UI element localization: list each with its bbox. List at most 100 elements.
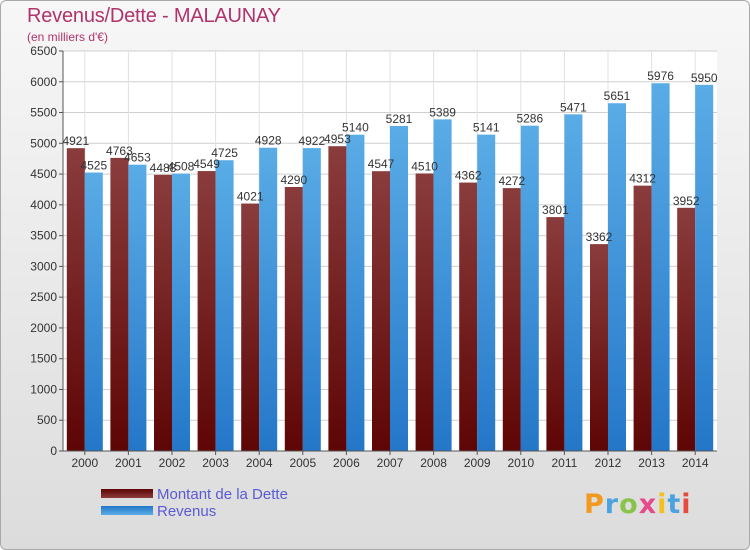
data-label-revenue-2003: 4725 <box>211 146 238 160</box>
bar-revenue-2003 <box>215 160 234 451</box>
x-tick-label-2009: 2009 <box>464 456 491 470</box>
x-tick-label-2007: 2007 <box>377 456 404 470</box>
legend-label-revenue: Revenus <box>157 503 217 520</box>
bar-debt-2003 <box>197 171 216 452</box>
logo-letter: o <box>619 489 639 520</box>
y-tick-label: 500 <box>37 413 57 427</box>
chart-title: Revenus/Dette - MALAUNAY <box>27 5 281 27</box>
data-label-debt-2012: 3362 <box>586 230 613 244</box>
data-label-debt-2013: 4312 <box>629 172 656 186</box>
x-tick-label-2013: 2013 <box>638 456 665 470</box>
bar-debt-2008 <box>415 173 434 451</box>
bar-debt-2004 <box>241 203 260 451</box>
bar-revenue-2004 <box>259 147 278 451</box>
bar-revenue-2010 <box>520 125 539 451</box>
y-tick-label: 5500 <box>30 106 57 120</box>
bar-debt-2005 <box>284 187 303 451</box>
bar-revenue-2007 <box>390 126 408 451</box>
bar-debt-2001 <box>110 157 129 451</box>
bar-debt-2009 <box>459 182 478 452</box>
bars <box>66 83 714 452</box>
data-label-revenue-2002: 4508 <box>168 160 195 174</box>
logo-letter: r <box>604 489 620 520</box>
y-tick-label: 0 <box>50 444 57 458</box>
y-tick-label: 4500 <box>30 167 57 181</box>
y-tick-label: 6500 <box>30 44 57 58</box>
bar-debt-2014 <box>677 207 696 451</box>
data-label-debt-2009: 4362 <box>455 169 482 183</box>
data-label-debt-2005: 4290 <box>280 173 307 187</box>
bar-revenue-2008 <box>433 119 452 451</box>
x-tick-label-2012: 2012 <box>595 456 622 470</box>
logo-letter: x <box>638 489 658 520</box>
bar-revenue-2014 <box>695 84 714 451</box>
legend-swatch-debt <box>101 489 153 498</box>
bar-debt-2000 <box>66 148 85 451</box>
data-label-revenue-2014: 5950 <box>691 71 718 85</box>
y-tick-label: 1000 <box>30 382 57 396</box>
logo-letter: i <box>681 489 692 520</box>
data-label-debt-2011: 3801 <box>542 203 569 217</box>
bar-revenue-2002 <box>172 173 190 452</box>
data-label-revenue-2000: 4525 <box>80 159 107 173</box>
data-label-debt-2001: 4763 <box>106 144 133 158</box>
x-tick-label-2006: 2006 <box>333 456 360 470</box>
logo-letter: P <box>584 489 605 520</box>
bar-revenue-2006 <box>346 134 365 451</box>
bar-revenue-2013 <box>651 83 670 451</box>
x-tick-label-2002: 2002 <box>159 456 186 470</box>
logo-letter: t <box>667 489 682 520</box>
data-label-revenue-2012: 5651 <box>604 89 631 103</box>
y-tick-label: 3000 <box>30 259 57 273</box>
bar-revenue-2012 <box>608 103 626 451</box>
bar-debt-2002 <box>154 174 172 452</box>
bar-debt-2011 <box>546 217 565 451</box>
bar-debt-2010 <box>502 188 521 451</box>
y-tick-label: 6000 <box>30 75 57 89</box>
y-tick-label: 4000 <box>30 198 57 212</box>
data-label-debt-2002: 4488 <box>150 161 177 175</box>
data-label-revenue-2007: 5281 <box>386 112 413 126</box>
x-tick-label-2005: 2005 <box>289 456 316 470</box>
y-tick-label: 2000 <box>30 321 57 335</box>
data-label-debt-2010: 4272 <box>498 174 525 188</box>
bar-debt-2012 <box>590 244 608 451</box>
data-label-revenue-2008: 5389 <box>429 105 456 119</box>
bar-revenue-2000 <box>84 172 103 452</box>
data-label-debt-2000: 4921 <box>62 134 89 148</box>
x-tick-label-2010: 2010 <box>507 456 534 470</box>
legend-label-debt: Montant de la Dette <box>157 486 288 503</box>
data-label-revenue-2001: 4653 <box>124 151 151 165</box>
x-tick-label-2011: 2011 <box>551 456 577 470</box>
data-label-debt-2003: 4549 <box>193 157 220 171</box>
bar-revenue-2001 <box>128 164 147 451</box>
data-label-debt-2007: 4547 <box>368 157 395 171</box>
data-label-revenue-2013: 5976 <box>647 69 674 83</box>
data-label-revenue-2011: 5471 <box>560 100 587 114</box>
data-label-revenue-2005: 4922 <box>298 134 325 148</box>
y-tick-label: 1500 <box>30 352 57 366</box>
axes: 0 500 1000 1500 2000 2500 3000 3500 4000 4500 5000… <box>30 44 717 470</box>
x-tick-label-2008: 2008 <box>420 456 447 470</box>
bar-revenue-2005 <box>302 148 321 451</box>
y-tick-label: 3500 <box>30 229 57 243</box>
data-label-debt-2008: 4510 <box>411 159 438 173</box>
bar-debt-2007 <box>372 171 390 451</box>
data-label-revenue-2004: 4928 <box>255 134 282 148</box>
x-tick-label-2003: 2003 <box>202 456 229 470</box>
x-tick-label-2004: 2004 <box>246 456 273 470</box>
y-tick-label: 2500 <box>30 290 57 304</box>
x-tick-label-2014: 2014 <box>682 456 709 470</box>
logo-letter: i <box>657 489 668 520</box>
y-tick-label: 5000 <box>30 136 57 150</box>
data-label-revenue-2009: 5141 <box>473 121 500 135</box>
bar-revenue-2011 <box>564 114 583 452</box>
proxiti-logo: Proxiti <box>584 489 692 520</box>
data-label-revenue-2006: 5140 <box>342 121 369 135</box>
chart-subtitle: (en milliers d'€) <box>27 30 108 44</box>
bar-debt-2006 <box>328 146 347 451</box>
data-label-revenue-2010: 5286 <box>516 112 543 126</box>
